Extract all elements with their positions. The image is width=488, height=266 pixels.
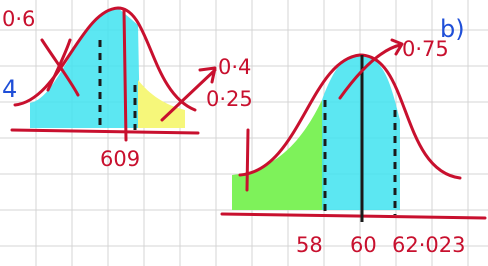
prob-label: 0·4 [218,55,251,79]
mean-line [124,10,126,140]
x-label: 609 [100,147,140,171]
x-label: 60 [350,233,377,257]
axis [222,214,485,218]
side-label: 4 [2,75,17,103]
part-label: b) [440,15,465,43]
x-label: 62·023 [392,233,465,257]
tick [247,130,248,190]
prob-label: 0·25 [206,87,253,111]
x-label: 58 [296,233,323,257]
area-label: 0·6 [2,7,35,31]
axis [12,130,198,133]
note-canvas: 0·6 4 609 0·4 0·25 0·75 58 60 62·023 b) [0,0,488,266]
